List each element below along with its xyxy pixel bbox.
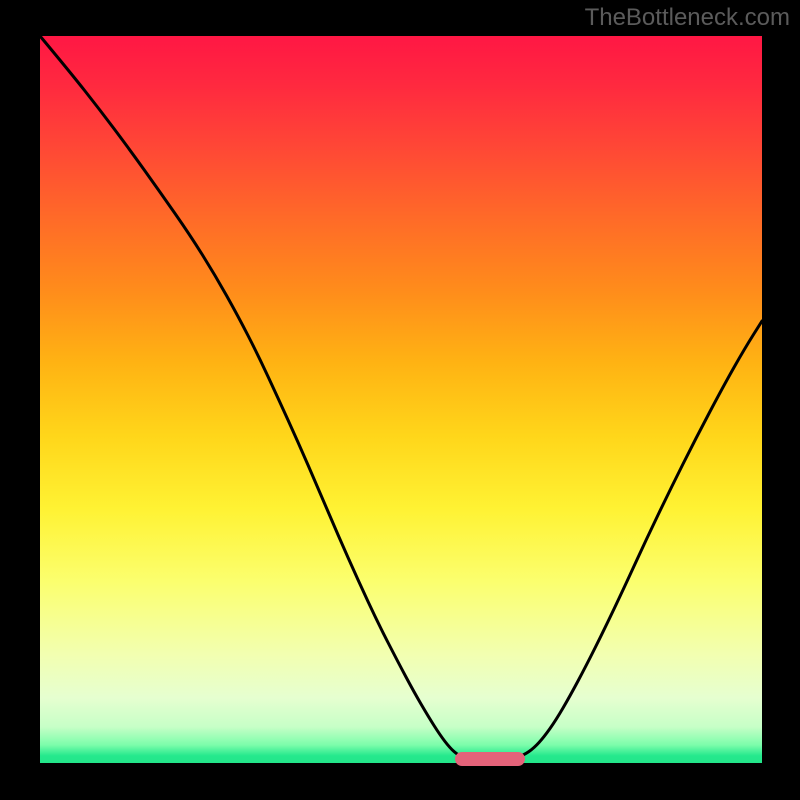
chart-svg	[0, 0, 800, 800]
optimum-marker	[455, 752, 525, 766]
chart-stage: TheBottleneck.com	[0, 0, 800, 800]
plot-gradient	[40, 36, 762, 763]
